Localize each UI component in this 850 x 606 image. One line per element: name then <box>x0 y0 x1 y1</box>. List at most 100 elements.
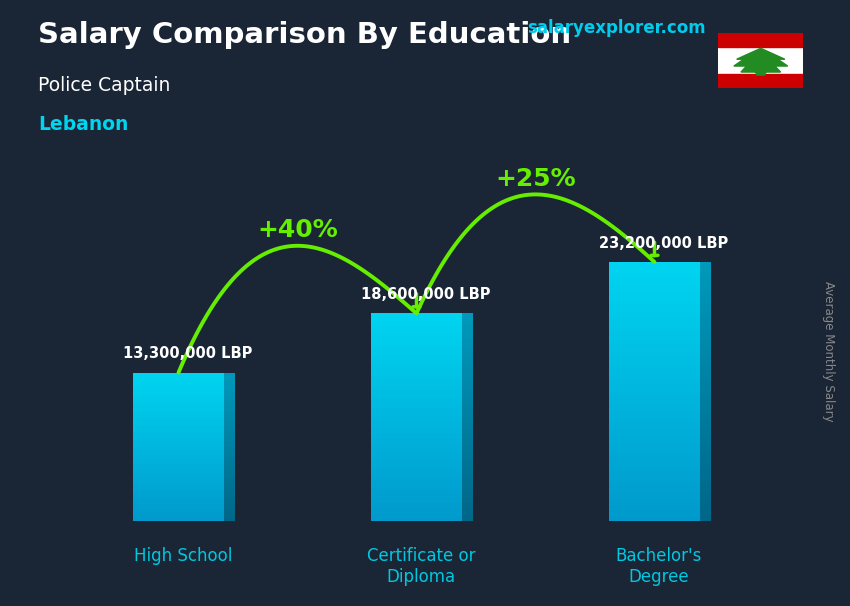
Bar <box>462 418 473 420</box>
Bar <box>609 362 700 365</box>
Bar <box>133 454 224 456</box>
Bar <box>133 411 224 413</box>
Bar <box>462 402 473 404</box>
Bar <box>371 459 462 461</box>
Bar <box>700 479 711 482</box>
Bar <box>133 401 224 402</box>
Bar <box>609 372 700 375</box>
Bar <box>700 418 711 421</box>
Bar <box>133 516 224 518</box>
Bar <box>133 456 224 458</box>
Bar <box>371 404 462 407</box>
Text: +25%: +25% <box>496 167 575 191</box>
Bar <box>609 359 700 362</box>
Bar <box>224 439 235 441</box>
Bar <box>224 493 235 495</box>
Bar <box>700 278 711 281</box>
Bar <box>371 329 462 331</box>
Bar <box>224 406 235 408</box>
Bar <box>224 376 235 378</box>
Bar <box>133 389 224 391</box>
Bar <box>133 499 224 501</box>
Bar <box>224 384 235 385</box>
Bar <box>700 395 711 398</box>
Bar <box>700 514 711 518</box>
Bar <box>462 508 473 511</box>
Text: salaryexplorer.com: salaryexplorer.com <box>527 19 706 38</box>
Bar <box>133 397 224 399</box>
Bar <box>700 434 711 437</box>
Bar <box>224 402 235 404</box>
Bar <box>462 313 473 316</box>
Bar <box>371 378 462 381</box>
Bar <box>224 447 235 449</box>
Bar <box>609 498 700 502</box>
Bar <box>224 427 235 428</box>
Bar <box>224 410 235 411</box>
Bar <box>371 474 462 477</box>
Bar <box>700 369 711 372</box>
Bar <box>700 469 711 473</box>
Bar <box>133 471 224 473</box>
Bar <box>700 268 711 271</box>
Bar <box>133 493 224 495</box>
Bar <box>609 514 700 518</box>
Bar <box>462 331 473 334</box>
Bar <box>700 346 711 350</box>
Bar <box>462 388 473 391</box>
Bar <box>462 363 473 365</box>
Bar <box>224 502 235 504</box>
Bar <box>371 402 462 404</box>
Bar <box>224 518 235 519</box>
Bar <box>462 404 473 407</box>
Bar <box>371 420 462 422</box>
Bar <box>609 459 700 463</box>
Bar <box>371 479 462 482</box>
Bar <box>609 476 700 479</box>
Bar <box>133 373 224 375</box>
Bar <box>609 350 700 353</box>
Bar <box>133 469 224 471</box>
Bar <box>133 404 224 406</box>
Bar <box>609 307 700 311</box>
Bar <box>609 321 700 324</box>
Bar <box>700 262 711 265</box>
Bar <box>609 424 700 427</box>
Bar <box>224 474 235 476</box>
Bar <box>609 492 700 495</box>
Bar <box>371 495 462 498</box>
Bar <box>224 460 235 462</box>
Bar <box>609 382 700 385</box>
Bar <box>462 350 473 352</box>
Bar <box>224 380 235 382</box>
Bar <box>700 314 711 317</box>
Bar <box>609 473 700 476</box>
Bar <box>462 519 473 521</box>
Bar <box>609 385 700 388</box>
Bar <box>224 486 235 488</box>
Bar <box>371 467 462 469</box>
Bar <box>133 443 224 445</box>
Bar <box>462 316 473 319</box>
Bar <box>371 487 462 490</box>
Bar <box>133 376 224 378</box>
Bar <box>700 362 711 365</box>
Bar <box>371 313 462 316</box>
Bar <box>371 448 462 451</box>
Bar <box>133 430 224 432</box>
Bar <box>133 519 224 521</box>
Bar <box>609 398 700 401</box>
Text: 23,200,000 LBP: 23,200,000 LBP <box>599 236 728 251</box>
Bar <box>371 319 462 321</box>
Bar <box>371 376 462 378</box>
Bar <box>700 411 711 415</box>
Bar <box>700 421 711 424</box>
Bar <box>224 423 235 425</box>
Bar <box>371 471 462 474</box>
Bar <box>371 386 462 388</box>
Bar <box>700 388 711 391</box>
Bar <box>371 503 462 505</box>
Bar <box>609 469 700 473</box>
Bar <box>462 430 473 433</box>
Bar <box>224 445 235 447</box>
